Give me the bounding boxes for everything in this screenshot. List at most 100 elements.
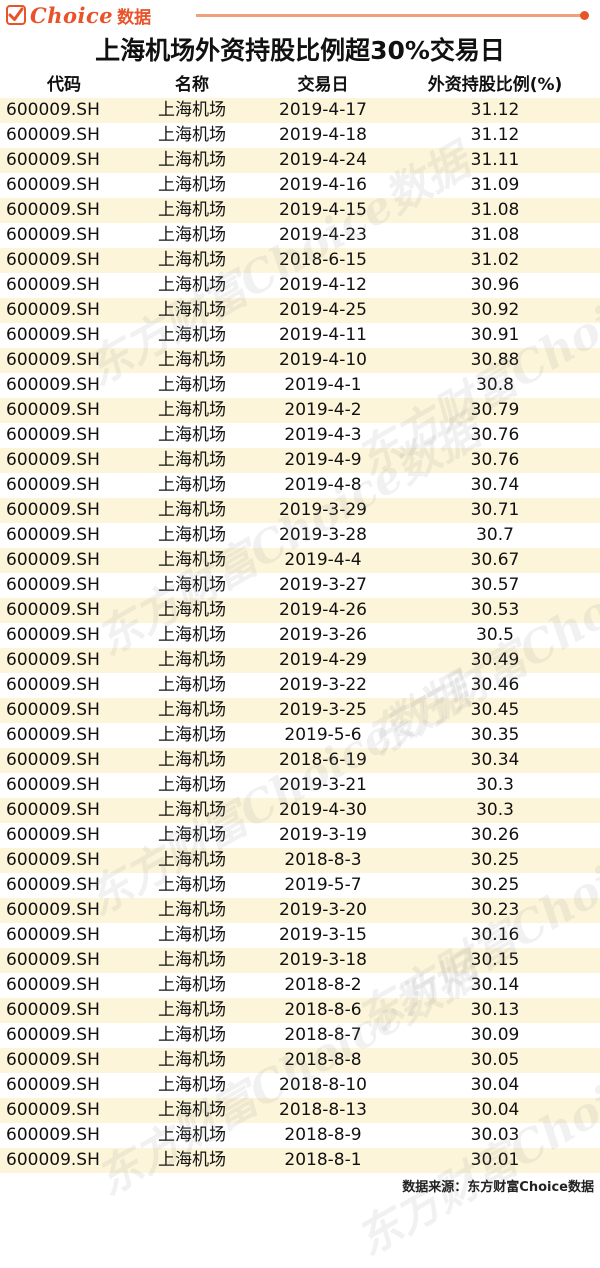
cell-code: 600009.SH: [6, 700, 100, 720]
table-row: 600009.SH 上海机场 2019-3-15 30.16: [0, 923, 600, 948]
data-table: 代码 名称 交易日 外资持股比例(%) 600009.SH 上海机场 2019-4-…: [0, 72, 600, 1173]
cell-ratio: 30.88: [470, 350, 520, 370]
cell-name: 上海机场: [158, 525, 226, 545]
cell-code: 600009.SH: [6, 500, 100, 520]
table-row: 600009.SH 上海机场 2019-4-8 30.74: [0, 473, 600, 498]
cell-date: 2018-8-8: [284, 1050, 362, 1070]
cell-name: 上海机场: [158, 425, 226, 445]
table-row: 600009.SH 上海机场 2019-4-11 30.91: [0, 323, 600, 348]
cell-name: 上海机场: [158, 475, 226, 495]
cell-name: 上海机场: [158, 300, 226, 320]
cell-ratio: 30.04: [470, 1100, 520, 1120]
checkmark-icon: [6, 5, 26, 25]
cell-name: 上海机场: [158, 1075, 226, 1095]
cell-ratio: 30.67: [470, 550, 520, 570]
table-row: 600009.SH 上海机场 2018-8-13 30.04: [0, 1098, 600, 1123]
brand-logo: Choice 数据: [6, 2, 151, 28]
cell-name: 上海机场: [158, 100, 226, 120]
cell-date: 2019-4-15: [279, 200, 367, 220]
source-footer: 数据来源：东方财富Choice数据: [402, 1180, 594, 1195]
cell-name: 上海机场: [158, 200, 226, 220]
table-row: 600009.SH 上海机场 2018-8-9 30.03: [0, 1123, 600, 1148]
cell-ratio: 30.14: [470, 975, 520, 995]
cell-name: 上海机场: [158, 850, 226, 870]
cell-ratio: 30.34: [470, 750, 520, 770]
cell-date: 2018-8-10: [279, 1075, 367, 1095]
cell-name: 上海机场: [158, 225, 226, 245]
cell-name: 上海机场: [158, 1100, 226, 1120]
cell-date: 2019-3-27: [279, 575, 367, 595]
table-row: 600009.SH 上海机场 2019-4-4 30.67: [0, 548, 600, 573]
cell-code: 600009.SH: [6, 575, 100, 595]
table-row: 600009.SH 上海机场 2018-8-1 30.01: [0, 1148, 600, 1173]
table-row: 600009.SH 上海机场 2019-4-23 31.08: [0, 223, 600, 248]
cell-code: 600009.SH: [6, 750, 100, 770]
cell-name: 上海机场: [158, 1150, 226, 1170]
cell-date: 2019-4-11: [279, 325, 367, 345]
table-row: 600009.SH 上海机场 2019-3-22 30.46: [0, 673, 600, 698]
cell-date: 2019-5-7: [284, 875, 362, 895]
cell-ratio: 30.96: [470, 275, 520, 295]
cell-name: 上海机场: [158, 625, 226, 645]
cell-name: 上海机场: [158, 650, 226, 670]
cell-date: 2019-4-12: [279, 275, 367, 295]
cell-name: 上海机场: [158, 150, 226, 170]
table-row: 600009.SH 上海机场 2018-8-10 30.04: [0, 1073, 600, 1098]
cell-name: 上海机场: [158, 875, 226, 895]
cell-name: 上海机场: [158, 900, 226, 920]
cell-date: 2019-5-6: [284, 725, 362, 745]
cell-name: 上海机场: [158, 250, 226, 270]
page-title: 上海机场外资持股比例超30%交易日: [95, 36, 505, 65]
cell-code: 600009.SH: [6, 800, 100, 820]
cell-ratio: 30.49: [470, 650, 520, 670]
cell-code: 600009.SH: [6, 550, 100, 570]
cell-date: 2019-3-28: [279, 525, 367, 545]
cell-name: 上海机场: [158, 1000, 226, 1020]
cell-date: 2019-4-17: [279, 100, 367, 120]
table-row: 600009.SH 上海机场 2019-4-3 30.76: [0, 423, 600, 448]
cell-ratio: 30.57: [470, 575, 520, 595]
cell-ratio: 30.46: [470, 675, 520, 695]
table-row: 600009.SH 上海机场 2019-3-26 30.5: [0, 623, 600, 648]
cell-date: 2018-6-15: [279, 250, 367, 270]
cell-ratio: 30.7: [476, 525, 514, 545]
cell-code: 600009.SH: [6, 825, 100, 845]
table-row: 600009.SH 上海机场 2019-4-26 30.53: [0, 598, 600, 623]
cell-code: 600009.SH: [6, 275, 100, 295]
cell-date: 2019-3-26: [279, 625, 367, 645]
cell-name: 上海机场: [158, 400, 226, 420]
cell-name: 上海机场: [158, 275, 226, 295]
table-row: 600009.SH 上海机场 2019-5-6 30.35: [0, 723, 600, 748]
cell-name: 上海机场: [158, 550, 226, 570]
cell-code: 600009.SH: [6, 525, 100, 545]
header-name: 名称: [175, 75, 209, 95]
cell-ratio: 31.11: [470, 150, 520, 170]
cell-name: 上海机场: [158, 125, 226, 145]
brand-header: Choice 数据: [0, 0, 600, 30]
cell-code: 600009.SH: [6, 950, 100, 970]
table-row: 600009.SH 上海机场 2019-3-27 30.57: [0, 573, 600, 598]
cell-code: 600009.SH: [6, 375, 100, 395]
cell-code: 600009.SH: [6, 775, 100, 795]
cell-ratio: 30.26: [470, 825, 520, 845]
cell-date: 2019-4-4: [284, 550, 362, 570]
cell-code: 600009.SH: [6, 325, 100, 345]
cell-ratio: 30.76: [470, 425, 520, 445]
cell-ratio: 30.53: [470, 600, 520, 620]
cell-name: 上海机场: [158, 350, 226, 370]
cell-code: 600009.SH: [6, 1125, 100, 1145]
cell-code: 600009.SH: [6, 925, 100, 945]
table-row: 600009.SH 上海机场 2019-4-16 31.09: [0, 173, 600, 198]
cell-name: 上海机场: [158, 1125, 226, 1145]
table-row: 600009.SH 上海机场 2019-4-10 30.88: [0, 348, 600, 373]
table-row: 600009.SH 上海机场 2018-8-2 30.14: [0, 973, 600, 998]
table-row: 600009.SH 上海机场 2019-3-28 30.7: [0, 523, 600, 548]
brand-logo-cn: 数据: [117, 7, 152, 28]
table-row: 600009.SH 上海机场 2019-4-25 30.92: [0, 298, 600, 323]
cell-date: 2019-4-9: [284, 450, 362, 470]
cell-ratio: 30.15: [470, 950, 520, 970]
table-body: 600009.SH 上海机场 2019-4-17 31.12 600009.SH 上海机场…: [0, 98, 600, 1173]
table-header-row: 代码 名称 交易日 外资持股比例(%): [0, 72, 600, 98]
cell-ratio: 30.03: [470, 1125, 520, 1145]
table-row: 600009.SH 上海机场 2019-3-19 30.26: [0, 823, 600, 848]
